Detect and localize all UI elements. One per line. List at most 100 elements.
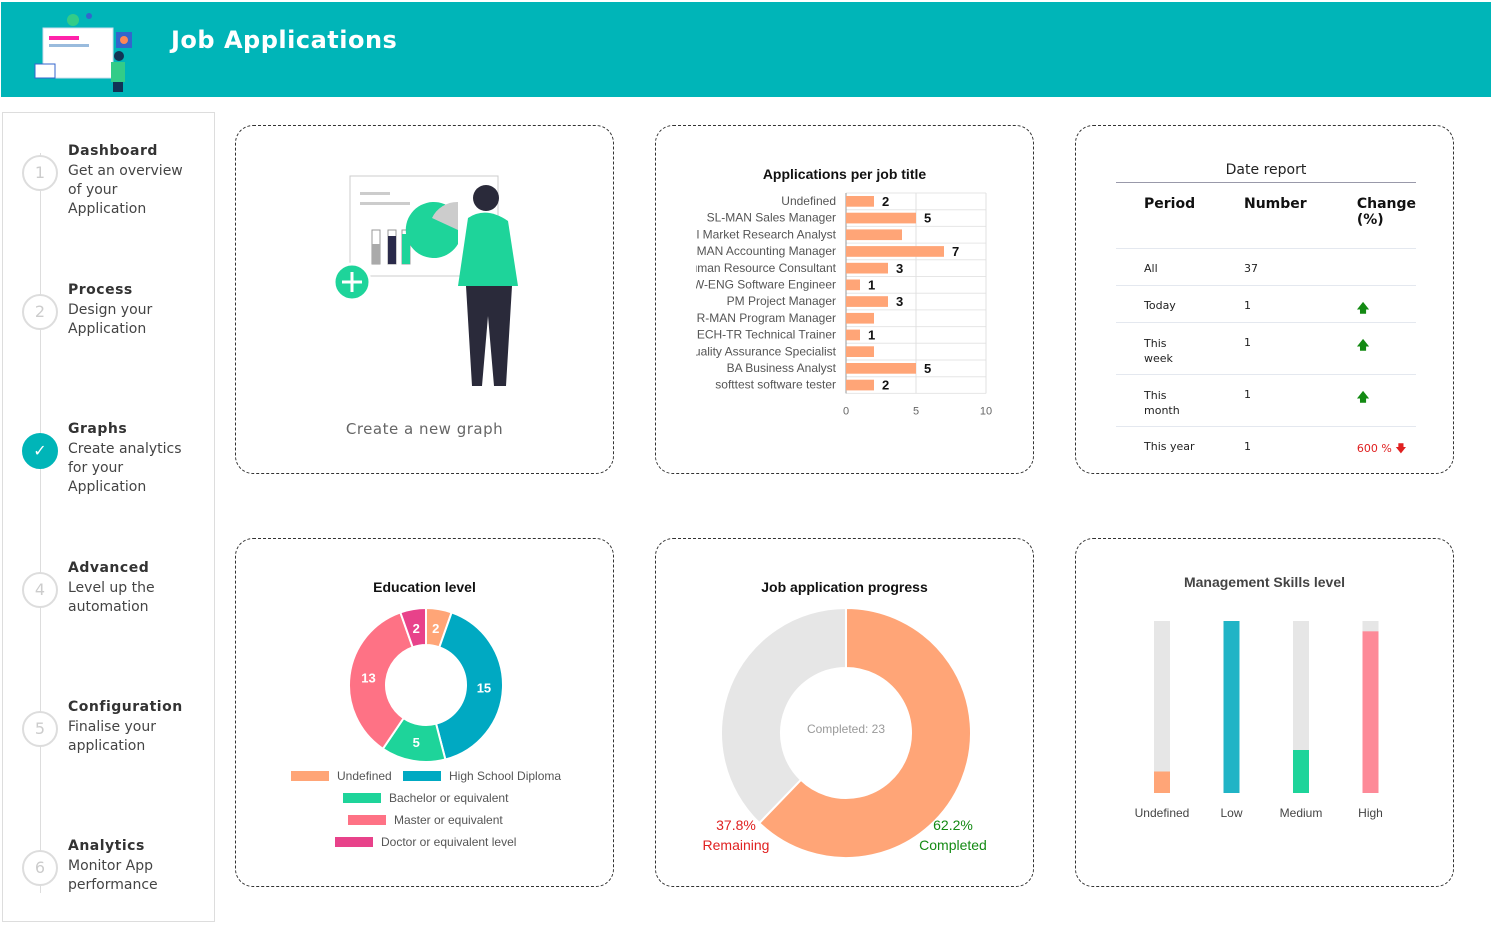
data-label: 5 <box>924 361 931 376</box>
create-graph-illustration-icon <box>332 175 518 386</box>
step-process[interactable]: 2 Process Design your Application <box>3 282 213 382</box>
data-label: 1 <box>868 278 875 293</box>
step-title: Dashboard <box>68 143 158 159</box>
category-label: uman Resource Consultant <box>691 261 837 275</box>
applications-per-job-card: Applications per job title 0 5 10 Undefined… <box>655 125 1034 474</box>
completed-label: 62.2% Completed <box>908 815 998 855</box>
management-skills-card: Management Skills level Undefined Low Medi… <box>1075 538 1454 887</box>
data-label: 3 <box>896 261 903 276</box>
col-number: Number <box>1244 196 1307 212</box>
step-configuration[interactable]: 5 Configuration Finalise your application <box>3 699 213 799</box>
category-label: ECH-TR Technical Trainer <box>697 328 836 342</box>
bar <box>846 296 888 307</box>
bar-track <box>1154 621 1170 793</box>
category-label: SL-MAN Sales Manager <box>707 211 836 225</box>
bar <box>846 246 944 257</box>
donut-slice <box>399 606 427 649</box>
legend-label: Bachelor or equivalent <box>389 791 509 805</box>
arrow-up-icon: 🡅 <box>1356 337 1370 352</box>
legend-label: High School Diploma <box>449 769 561 783</box>
category-label: MAN Accounting Manager <box>697 244 836 258</box>
step-analytics[interactable]: 6 Analytics Monitor App performance <box>3 838 213 938</box>
bar <box>846 363 916 374</box>
table-row: This month 1 🡅 <box>1116 373 1416 426</box>
category-label: High <box>1358 806 1383 820</box>
data-label: 1 <box>868 328 875 343</box>
bar <box>846 329 860 341</box>
date-report-title: Date report <box>1116 162 1416 183</box>
completed-slice <box>757 606 972 859</box>
category-label: Undefined <box>1135 806 1190 820</box>
step-title: Advanced <box>68 560 150 576</box>
legend-swatch <box>348 815 386 825</box>
step-description: Get an overview of your Application <box>68 163 183 217</box>
period-cell: All <box>1116 247 1216 285</box>
bar <box>846 212 916 224</box>
step-description: Level up the automation <box>68 580 155 615</box>
completed-pct: 62.2% <box>933 817 973 833</box>
logo-illustration-icon <box>34 13 132 92</box>
number-cell: 1 <box>1216 321 1329 374</box>
step-advanced[interactable]: 4 Advanced Level up the automation <box>3 560 213 660</box>
data-label: 3 <box>896 294 903 309</box>
remaining-pct: 37.8% <box>716 817 756 833</box>
completed-name: Completed <box>919 837 987 853</box>
bar <box>846 229 902 241</box>
table-row: All 37 <box>1116 247 1416 285</box>
remaining-label: 37.8% Remaining <box>696 815 776 855</box>
create-graph-label[interactable]: Create a new graph <box>345 420 504 438</box>
donut-slice <box>434 611 504 761</box>
bar <box>1223 621 1240 793</box>
step-description: Finalise your application <box>68 719 156 754</box>
slice-label: 2 <box>432 621 439 636</box>
job-progress-card: Job application progress Completed: 23 3… <box>655 538 1034 887</box>
step-dashboard[interactable]: 1 Dashboard Get an overview of your Applic… <box>3 143 213 243</box>
step-description: Monitor App performance <box>68 858 158 893</box>
data-label: 5 <box>924 211 931 226</box>
page-title: Job Applications <box>171 26 398 54</box>
center-label: Completed: 23 <box>806 722 886 736</box>
data-label: 2 <box>882 378 889 393</box>
legend-label: Undefined <box>337 769 392 783</box>
step-title: Analytics <box>68 838 145 854</box>
table-row: Today 1 🡅 <box>1116 284 1416 322</box>
bar <box>1154 771 1170 793</box>
steps-connector <box>40 153 41 893</box>
category-label: BA Business Analyst <box>727 361 837 375</box>
number-cell: 1 <box>1216 425 1329 463</box>
number-cell: 1 <box>1216 373 1329 426</box>
legend-swatch <box>291 771 329 781</box>
col-period: Period <box>1144 196 1196 212</box>
steps-sidebar: 1 Dashboard Get an overview of your Applic… <box>2 112 215 922</box>
x-tick-label: 10 <box>980 405 992 417</box>
date-report-card: Date report Period Number Change (%) All 37… <box>1075 125 1454 474</box>
legend-swatch <box>343 793 381 803</box>
job-title-bar-chart: 0 5 10 Undefined 2 SL-MAN Sales Manager 5 l Mar… <box>656 126 992 473</box>
step-number: 6 <box>22 850 58 886</box>
education-level-card: Education level 2 15 5 13 2 Undefined High Sch… <box>235 538 614 887</box>
management-skills-bar-chart: Undefined Low Medium High <box>1135 621 1383 820</box>
slice-label: 5 <box>413 735 420 750</box>
app-header: Job Applications <box>1 2 1491 97</box>
bar <box>846 262 888 274</box>
number-cell: 37 <box>1216 247 1329 285</box>
chart-title: Management Skills level <box>1183 574 1346 590</box>
slice-label: 15 <box>477 680 491 695</box>
chart-title: Job application progress <box>761 579 928 595</box>
step-graphs[interactable]: ✓ Graphs Create analytics for your Applica… <box>3 421 213 521</box>
col-change: Change (%) <box>1356 196 1416 228</box>
period-cell: Today <box>1116 284 1216 322</box>
arrow-up-icon: 🡅 <box>1356 300 1370 315</box>
check-icon: ✓ <box>22 433 58 469</box>
step-title: Process <box>68 282 133 298</box>
x-tick-label: 0 <box>843 405 849 417</box>
slice-label: 2 <box>413 621 420 636</box>
step-title: Graphs <box>68 421 128 437</box>
legend-label: Doctor or equivalent level <box>381 835 516 849</box>
legend-swatch <box>403 771 441 781</box>
bar <box>846 312 874 324</box>
education-donut-chart: 2 15 5 13 2 Undefined High School Diploma Bache… <box>291 606 561 849</box>
create-graph-card[interactable]: Create a new graph <box>235 125 614 474</box>
legend-label: Master or equivalent <box>394 813 503 827</box>
category-label: uality Assurance Specialist <box>694 344 837 358</box>
